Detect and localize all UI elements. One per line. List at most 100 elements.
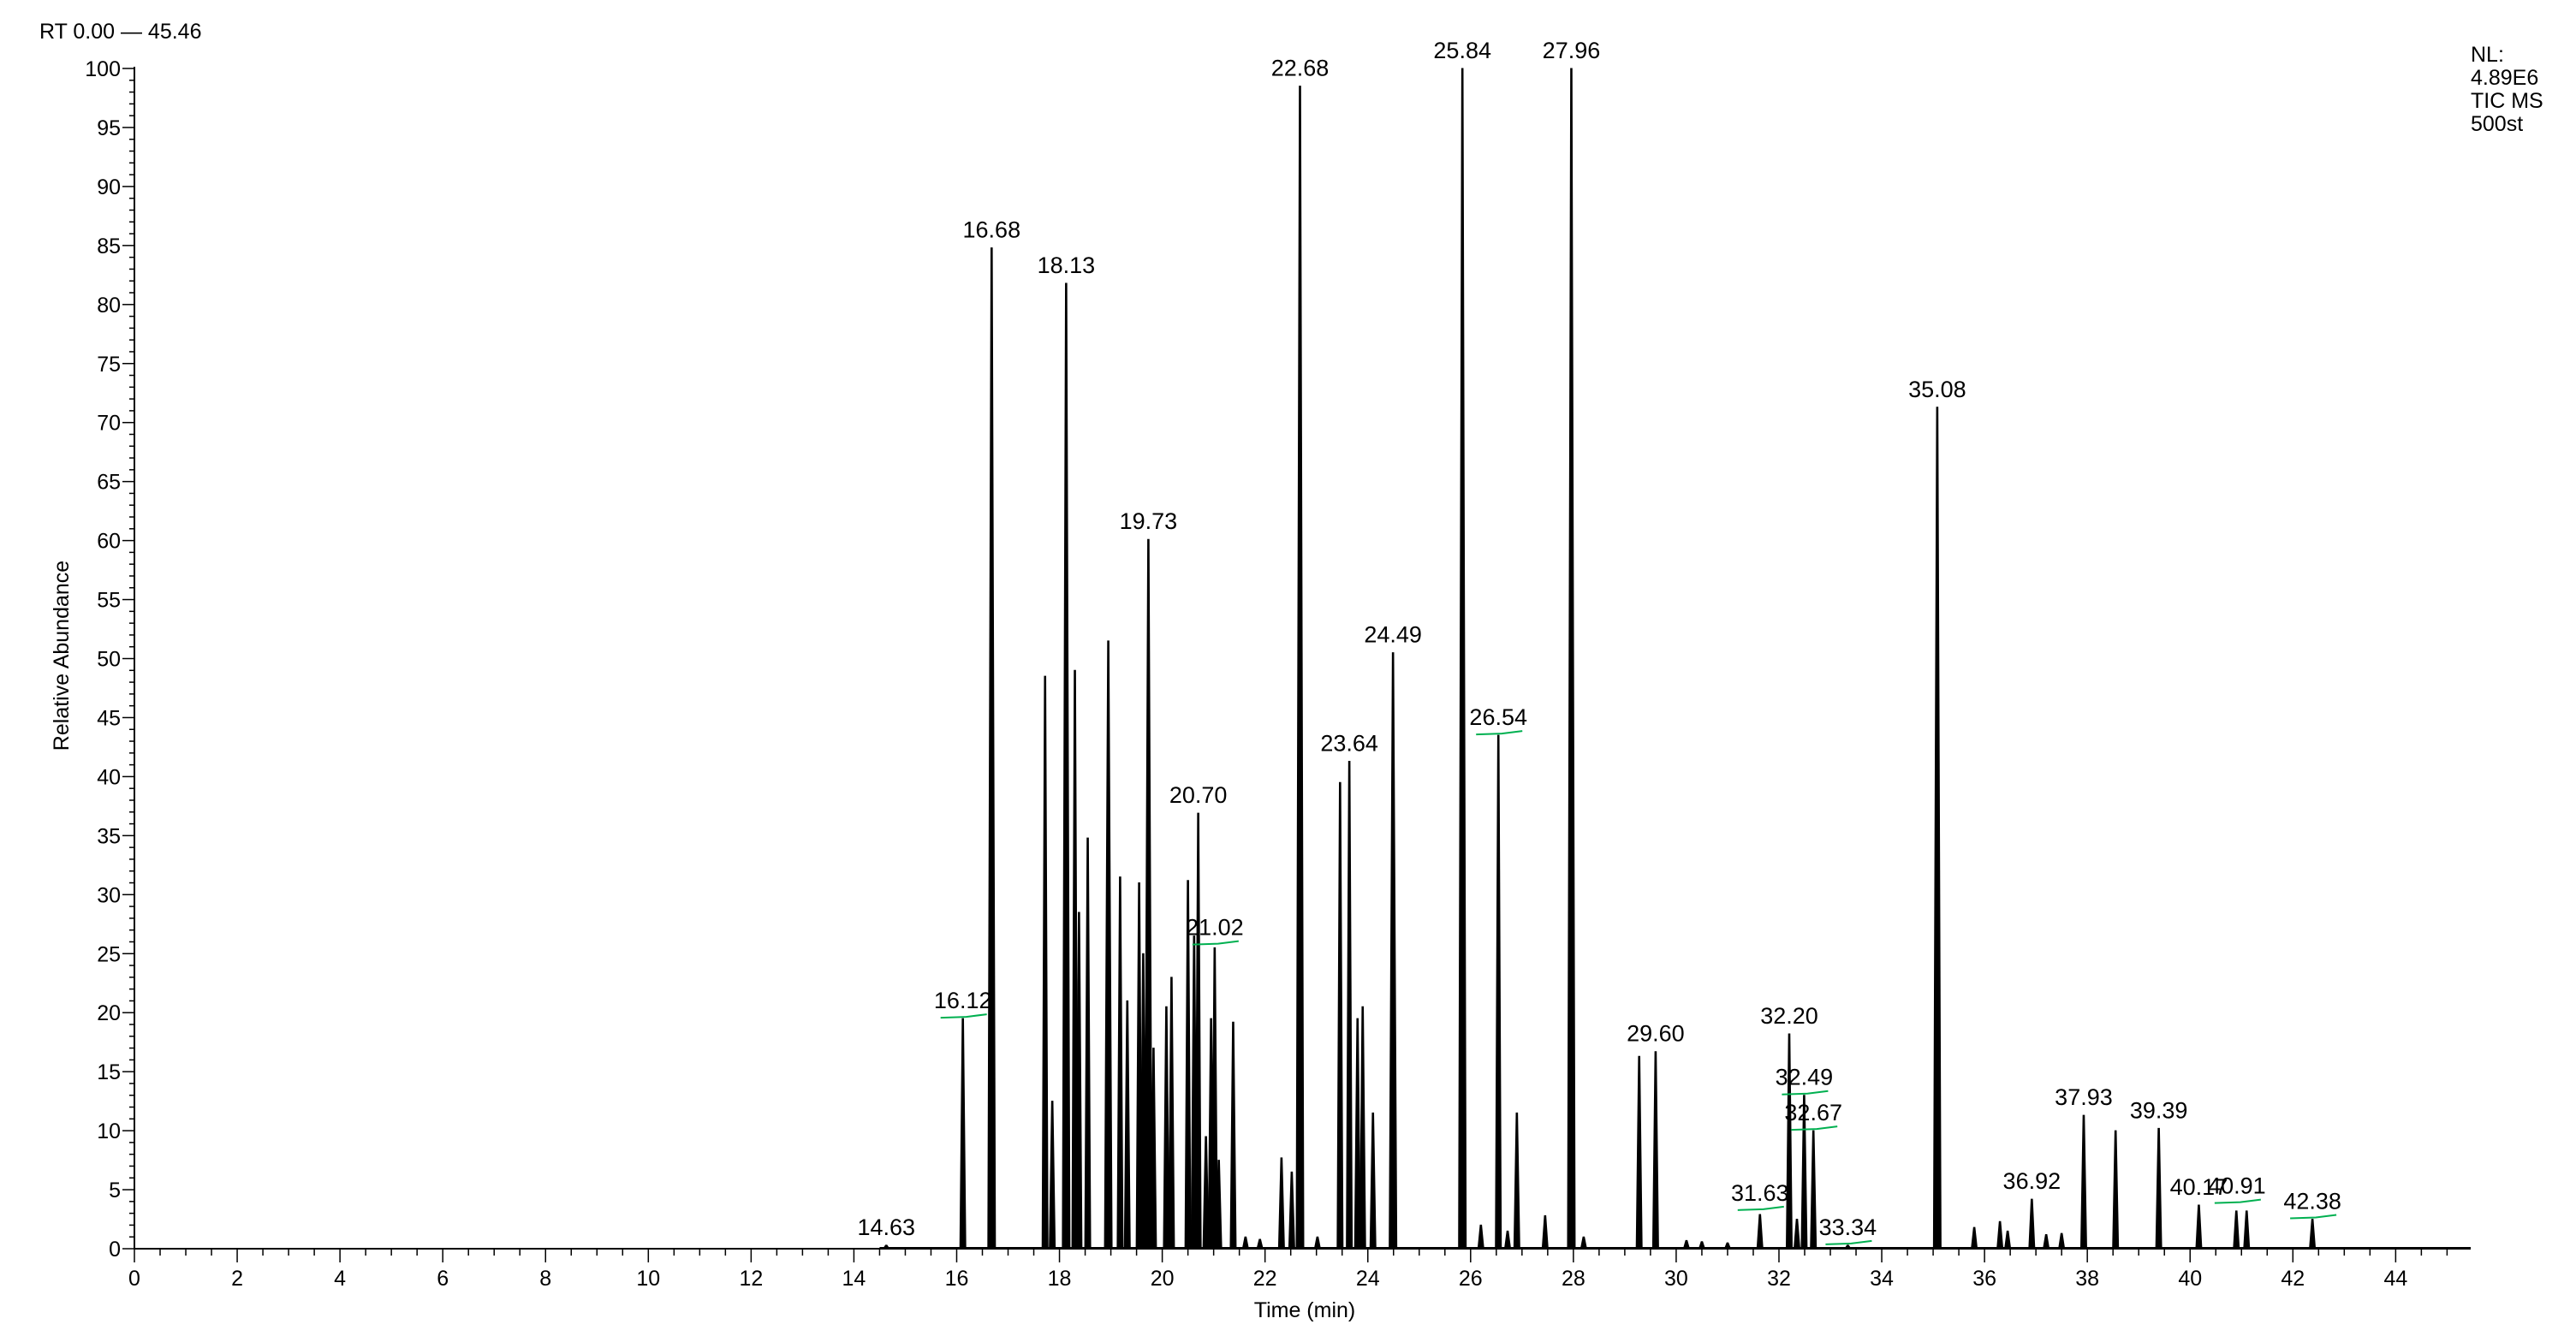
peak-25 — [1229, 1021, 1237, 1250]
x-tick-label-44: 44 — [2383, 1267, 2407, 1291]
peak-49 — [1698, 1241, 1706, 1250]
peak-20 — [1194, 812, 1202, 1250]
peak-label-19.73: 19.73 — [1120, 508, 1178, 534]
x-tick-label-32: 32 — [1767, 1267, 1791, 1291]
y-tick-label-0: 0 — [109, 1238, 121, 1262]
peak-59 — [1996, 1220, 2004, 1250]
x-tick-label-34: 34 — [1870, 1267, 1894, 1291]
peak-69 — [2243, 1210, 2251, 1250]
x-tick-label-10: 10 — [636, 1267, 660, 1291]
peak-45 — [1580, 1236, 1587, 1250]
y-tick-label-75: 75 — [97, 353, 121, 377]
y-tick-label-100: 100 — [85, 57, 121, 81]
peak-57 — [1932, 407, 1942, 1250]
peak-label-27.96: 27.96 — [1543, 38, 1601, 63]
x-tick-label-6: 6 — [437, 1267, 449, 1291]
peak-61 — [2028, 1198, 2036, 1250]
x-tick-label-18: 18 — [1048, 1267, 1072, 1291]
peak-11 — [1123, 1000, 1131, 1250]
info-line-1: NL: — [2471, 43, 2504, 67]
integration-marker-31.63 — [1737, 1205, 1784, 1211]
peak-10 — [1116, 876, 1124, 1250]
y-tick-label-25: 25 — [97, 942, 121, 966]
peak-58 — [1971, 1226, 1978, 1250]
peak-29 — [1288, 1171, 1295, 1250]
peak-31 — [1313, 1236, 1322, 1250]
x-tick-label-28: 28 — [1562, 1267, 1585, 1291]
y-tick-label-55: 55 — [97, 589, 121, 613]
peak-9 — [1104, 640, 1113, 1250]
y-tick-label-5: 5 — [109, 1179, 121, 1202]
x-tick-label-4: 4 — [334, 1267, 346, 1291]
x-tick-label-14: 14 — [842, 1267, 866, 1291]
y-tick-label-10: 10 — [97, 1119, 121, 1143]
y-tick-label-70: 70 — [97, 412, 121, 436]
peak-62 — [2043, 1233, 2050, 1250]
peak-60 — [2004, 1230, 2012, 1250]
peak-38 — [1458, 68, 1467, 1250]
peak-8 — [1084, 837, 1092, 1250]
x-tick-label-16: 16 — [945, 1267, 969, 1291]
x-tick-label-22: 22 — [1253, 1267, 1277, 1291]
peak-42 — [1513, 1112, 1520, 1250]
y-tick-label-50: 50 — [97, 648, 121, 672]
x-tick-label-12: 12 — [739, 1267, 763, 1291]
peak-label-31.63: 31.63 — [1731, 1180, 1789, 1206]
peak-label-32.20: 32.20 — [1760, 1003, 1818, 1029]
peak-26 — [1241, 1236, 1249, 1250]
integration-marker-40.91 — [2214, 1198, 2261, 1204]
rt-range-label: RT 0.00 — 45.46 — [39, 20, 201, 44]
y-axis-title: Relative Abundance — [50, 561, 74, 751]
x-tick-label-42: 42 — [2281, 1267, 2305, 1291]
peak-46 — [1635, 1055, 1643, 1250]
peak-32 — [1336, 781, 1344, 1250]
peak-51 — [1756, 1214, 1764, 1250]
peak-label-39.39: 39.39 — [2130, 1097, 2188, 1123]
peak-label-23.64: 23.64 — [1320, 730, 1378, 756]
y-tick-label-80: 80 — [97, 294, 121, 318]
x-tick-label-0: 0 — [128, 1267, 140, 1291]
info-line-3: TIC MS — [2471, 89, 2543, 113]
y-tick-label-65: 65 — [97, 471, 121, 495]
peak-48 — [1682, 1239, 1691, 1250]
peak-53 — [1793, 1219, 1801, 1250]
peak-label-24.49: 24.49 — [1364, 622, 1422, 648]
peak-40 — [1495, 734, 1502, 1250]
peak-36 — [1369, 1112, 1377, 1250]
peak-65 — [2112, 1130, 2120, 1250]
peak-label-40.17: 40.17 — [2170, 1174, 2228, 1200]
y-tick-label-60: 60 — [97, 530, 121, 554]
x-tick-label-2: 2 — [231, 1267, 243, 1291]
peak-66 — [2155, 1127, 2163, 1250]
peak-label-26.54: 26.54 — [1469, 704, 1527, 730]
x-axis: 0 2 4 6 8 10 12 14 16 18 20 22 24 26 28 30 32 34 36 38 40 42 4… — [128, 1248, 2471, 1291]
y-tick-label-20: 20 — [97, 1001, 121, 1025]
peak-label-40.91: 40.91 — [2208, 1173, 2266, 1199]
peak-label-36.92: 36.92 — [2003, 1168, 2061, 1194]
peak-28 — [1277, 1157, 1285, 1250]
peak-label-32.49: 32.49 — [1776, 1065, 1834, 1090]
x-tick-label-36: 36 — [1972, 1267, 1996, 1291]
integration-marker-16.12 — [940, 1013, 987, 1019]
info-line-4: 500st — [2471, 112, 2523, 136]
x-tick-label-24: 24 — [1356, 1267, 1380, 1291]
peak-27 — [1256, 1238, 1264, 1250]
peak-markers — [940, 730, 2337, 1245]
peak-63 — [2058, 1232, 2066, 1250]
peak-label-37.93: 37.93 — [2055, 1084, 2113, 1110]
peak-41 — [1503, 1230, 1512, 1250]
peak-44 — [1567, 68, 1576, 1250]
y-tick-label-90: 90 — [97, 175, 121, 199]
integration-marker-32.67 — [1791, 1125, 1838, 1131]
integration-marker-33.34 — [1825, 1239, 1872, 1245]
peak-label-21.02: 21.02 — [1186, 915, 1244, 941]
peak-37 — [1389, 652, 1398, 1250]
peak-64 — [2079, 1114, 2087, 1250]
peak-labels: 14.63 16.12 16.68 18.13 19.73 20.70 21.02 22.68… — [857, 38, 2341, 1240]
x-tick-label-8: 8 — [539, 1267, 551, 1291]
y-tick-label-45: 45 — [97, 706, 121, 730]
peak-39 — [1477, 1224, 1484, 1250]
peak-17 — [1168, 977, 1175, 1250]
x-tick-label-20: 20 — [1151, 1267, 1175, 1291]
